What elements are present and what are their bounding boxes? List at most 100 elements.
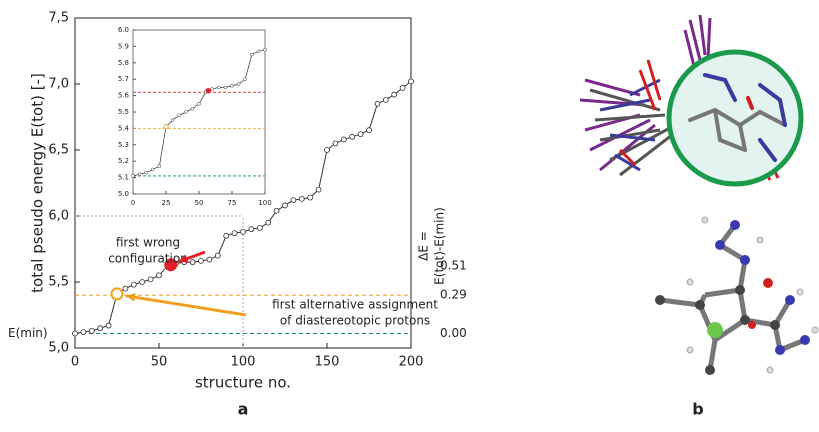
inset-y-tick-label: 5.2	[118, 157, 129, 165]
data-point	[283, 203, 288, 208]
highlight-point	[112, 288, 123, 299]
inset-point	[171, 119, 174, 122]
data-point	[106, 323, 111, 328]
delta-subtitle: E(tot)-E(min)	[433, 207, 447, 285]
inset-point	[231, 84, 234, 87]
data-point	[190, 260, 195, 265]
data-point	[157, 273, 162, 278]
data-point	[232, 231, 237, 236]
data-point	[375, 101, 380, 106]
panel-label: b	[692, 400, 703, 419]
inset-point	[145, 171, 148, 174]
inset-point	[158, 165, 161, 168]
molecule-ensemble	[580, 15, 801, 184]
inset-y-tick-label: 6.0	[118, 26, 129, 34]
y-tick-label: 6,5	[48, 143, 69, 158]
inset-point	[151, 168, 154, 171]
data-point	[215, 253, 220, 258]
inset-x-tick-label: 0	[131, 199, 135, 207]
data-point	[89, 328, 94, 333]
y-tick-label: 6,0	[48, 209, 69, 224]
inset-y-tick-label: 5.8	[118, 59, 129, 67]
data-point	[257, 225, 262, 230]
data-point	[291, 198, 296, 203]
annotation: first alternative assignment	[272, 298, 438, 312]
inset-point	[237, 83, 240, 86]
inset-y-tick-label: 5.3	[118, 141, 129, 149]
inset-x-tick-label: 75	[228, 199, 237, 207]
inset-point	[264, 48, 267, 51]
annotation: of diastereotopic protons	[280, 314, 430, 328]
data-point	[341, 137, 346, 142]
inset-point	[198, 102, 201, 105]
data-point	[224, 233, 229, 238]
x-axis-label: structure no.	[195, 374, 291, 392]
inset-y-tick-label: 5.0	[118, 190, 129, 198]
data-point	[308, 195, 313, 200]
data-point	[73, 331, 78, 336]
inset-y-tick-label: 5.4	[118, 124, 130, 132]
inset-point	[178, 114, 181, 117]
data-point	[325, 148, 330, 153]
y-tick-label: 7,0	[48, 77, 69, 92]
data-point	[207, 257, 212, 262]
inset-point	[224, 86, 227, 89]
inset-point	[250, 53, 253, 56]
emin-label: E(min)	[8, 326, 48, 340]
data-point	[131, 282, 136, 287]
delta-title: ΔE =	[417, 231, 431, 261]
data-point	[350, 134, 355, 139]
molecule-ball-stick	[655, 217, 818, 375]
inset-point	[257, 50, 260, 53]
data-point	[98, 326, 103, 331]
data-point	[333, 141, 338, 146]
data-point	[266, 220, 271, 225]
data-point	[123, 286, 128, 291]
data-point	[148, 277, 153, 282]
data-point	[400, 85, 405, 90]
annotation: first wrong	[116, 236, 180, 250]
data-point	[249, 227, 254, 232]
inset-y-tick-label: 5.5	[118, 108, 129, 116]
inset-point	[184, 111, 187, 114]
data-point	[274, 208, 279, 213]
data-point	[199, 258, 204, 263]
panel-label: a	[238, 400, 249, 419]
data-point	[316, 187, 321, 192]
data-point	[299, 196, 304, 201]
data-point	[241, 229, 246, 234]
data-point	[409, 79, 414, 84]
inset-x-tick-label: 25	[162, 199, 171, 207]
y-tick-label: 7,5	[48, 11, 69, 26]
x-tick-label: 200	[399, 355, 424, 370]
inset-point	[138, 173, 141, 176]
inset-point	[191, 107, 194, 110]
y-tick-label: 5,5	[48, 275, 69, 290]
data-point	[367, 128, 372, 133]
data-point	[383, 97, 388, 102]
inset-x-tick-label: 50	[195, 199, 204, 207]
x-tick-label: 150	[315, 355, 340, 370]
inset-highlight	[206, 88, 210, 92]
inset-y-tick-label: 5.9	[118, 42, 129, 50]
y-axis-label: total pseudo energy E(tot) [-]	[29, 73, 47, 293]
x-tick-label: 100	[231, 355, 256, 370]
data-point	[140, 280, 145, 285]
annotation: configuration	[108, 252, 188, 266]
inset-point	[132, 174, 135, 177]
inset-point	[217, 86, 220, 89]
inset-point	[211, 88, 214, 91]
data-point	[81, 330, 86, 335]
inset-point	[244, 78, 247, 81]
figure: 5,0 5,5 6,0 6,5 7,0 7,5 0 50 100 150 200 total pseu…	[0, 0, 819, 428]
y-tick-label: 5,0	[48, 341, 69, 356]
data-point	[392, 92, 397, 97]
data-point	[358, 132, 363, 137]
inset-y-tick-label: 5.6	[118, 92, 130, 100]
delta-label: 0.29	[440, 288, 467, 302]
inset-highlight	[164, 125, 168, 129]
delta-label: 0.00	[440, 326, 467, 340]
inset-x-tick-label: 100	[258, 199, 271, 207]
annotation-arrow	[126, 296, 246, 315]
x-tick-label: 50	[151, 355, 168, 370]
